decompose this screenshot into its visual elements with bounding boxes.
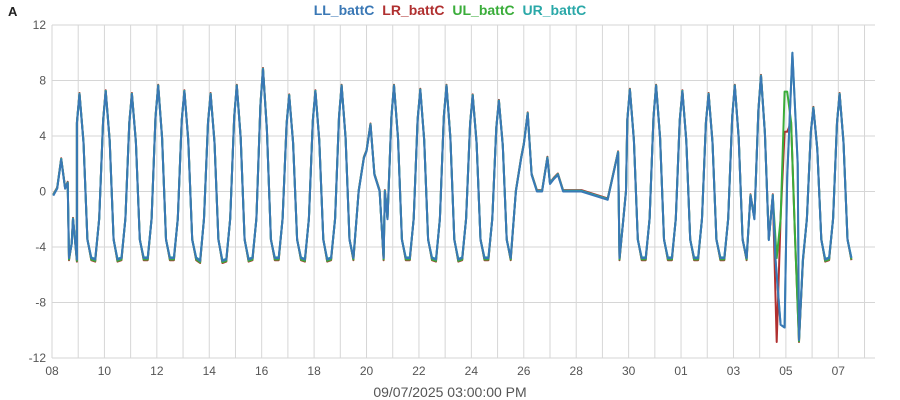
x-tick-label: 08 [45, 364, 59, 378]
y-tick-label: 4 [39, 129, 46, 143]
y-tick-label: 8 [39, 74, 46, 88]
y-tick-label: -12 [29, 351, 47, 365]
x-tick-label: 14 [203, 364, 217, 378]
x-tick-label: 01 [674, 364, 688, 378]
x-tick-label: 22 [412, 364, 426, 378]
series-line-ll-battc [52, 51, 853, 341]
legend: LL_battC LR_battC UL_battC UR_battC [0, 2, 900, 18]
x-tick-label: 16 [255, 364, 269, 378]
y-tick-label: 0 [39, 185, 46, 199]
x-tick-label: 28 [570, 364, 584, 378]
x-tick-label: 05 [779, 364, 793, 378]
x-tick-label: 30 [622, 364, 636, 378]
x-tick-label: 20 [360, 364, 374, 378]
legend-entry-lr-battc[interactable]: LR_battC [382, 2, 445, 18]
x-tick-label: 26 [517, 364, 531, 378]
x-axis-caption: 09/07/2025 03:00:00 PM [373, 384, 527, 400]
x-tick-label: 10 [98, 364, 112, 378]
x-tick-label: 12 [150, 364, 164, 378]
x-tick-label: 07 [832, 364, 846, 378]
x-tick-label: 18 [307, 364, 321, 378]
chart-grid [51, 24, 875, 359]
y-axis-ticks: -12 -8 -4 0 4 8 12 [29, 18, 47, 365]
y-tick-label: -8 [35, 296, 46, 310]
x-axis-ticks: 08 10 12 14 16 18 20 22 24 26 28 30 01 03 05 07 [45, 364, 845, 378]
y-tick-label: -4 [35, 240, 46, 254]
panel-label: A [8, 4, 18, 19]
x-tick-label: 24 [465, 364, 479, 378]
legend-entry-ll-battc[interactable]: LL_battC [313, 2, 375, 18]
chart-series [52, 51, 853, 343]
legend-entry-ul-battc[interactable]: UL_battC [452, 2, 515, 18]
legend-entry-ur-battc[interactable]: UR_battC [522, 2, 587, 18]
y-tick-label: 12 [33, 18, 47, 32]
x-tick-label: 03 [727, 364, 741, 378]
